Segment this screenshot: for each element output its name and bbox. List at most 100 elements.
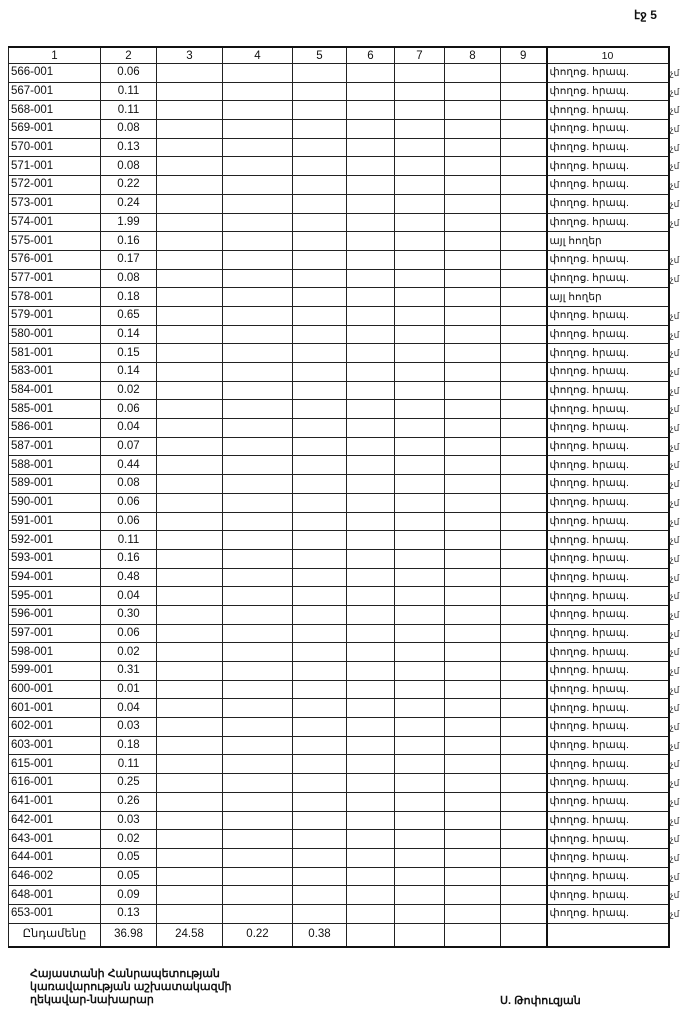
land-type: փողոց. հրապ. — [545, 642, 670, 662]
table-row: 641-001 0.26 փողոց. հրապ. — [8, 791, 670, 812]
margin-mark: չմ — [670, 254, 680, 265]
parcel-id: 581-001 — [8, 343, 101, 363]
empty-cell — [346, 474, 395, 494]
area-value: 0.05 — [100, 847, 157, 868]
empty-cell — [394, 903, 445, 924]
land-type: փողոց. հրապ. — [545, 661, 670, 681]
table-row: 587-001 0.07 փողոց. հրապ. — [8, 436, 670, 457]
empty-cell — [346, 100, 395, 121]
area-value: 0.02 — [100, 829, 157, 849]
empty-cell — [444, 791, 501, 812]
empty-cell — [346, 175, 395, 195]
margin-mark: չմ — [670, 759, 680, 770]
area-value: 0.09 — [100, 885, 157, 905]
parcel-id: 583-001 — [8, 362, 101, 382]
table-row: 602-001 0.03 փողոց. հրապ. — [8, 717, 670, 737]
land-type: փողոց. հրապ. — [545, 586, 670, 606]
area-value: 0.11 — [100, 81, 157, 102]
empty-cell — [292, 362, 347, 382]
empty-cell — [156, 492, 223, 513]
empty-cell — [156, 623, 223, 644]
footer-line: կառավարության աշխատակազմի — [30, 981, 232, 993]
total-value: 24.58 — [156, 922, 223, 948]
empty-cell — [346, 903, 395, 924]
land-type: փողոց. հրապ. — [545, 305, 670, 326]
land-type: փողոց. հրապ. — [545, 193, 670, 214]
empty-cell — [292, 698, 347, 719]
land-type: փողոց. հրապ. — [545, 436, 670, 457]
empty-cell — [394, 474, 445, 494]
land-type: փողոց. հրապ. — [545, 249, 670, 270]
empty-cell — [292, 399, 347, 420]
empty-cell — [500, 268, 547, 289]
empty-cell — [292, 661, 347, 681]
empty-cell — [394, 418, 445, 438]
empty-cell — [500, 791, 547, 812]
empty-cell — [394, 698, 445, 719]
area-value: 0.03 — [100, 717, 157, 737]
area-value: 0.02 — [100, 642, 157, 662]
empty-cell — [346, 586, 395, 606]
land-type: փողոց. հրապ. — [545, 885, 670, 905]
empty-cell — [222, 380, 293, 401]
empty-cell — [222, 829, 293, 849]
table-row: 575-001 0.16 այլ հողեր — [8, 231, 670, 251]
empty-cell — [156, 829, 223, 849]
land-type: փողոց. հրապ. — [545, 604, 670, 625]
area-value: 0.11 — [100, 530, 157, 550]
table-row: 568-001 0.11 փողոց. հրապ. — [8, 100, 670, 121]
empty-cell — [394, 511, 445, 532]
empty-cell — [346, 530, 395, 550]
land-type: փողոց. հրապ. — [545, 623, 670, 644]
empty-cell — [292, 810, 347, 831]
margin-mark: չմ — [670, 348, 680, 359]
table-row: 574-001 1.99 փողոց. հրապ. — [8, 212, 670, 233]
empty-cell — [444, 137, 501, 158]
table-row: 571-001 0.08 փողոց. հրապ. — [8, 156, 670, 177]
col-header: 5 — [292, 46, 347, 64]
empty-cell — [394, 175, 445, 195]
land-type: փողոց. հրապ. — [545, 511, 670, 532]
land-type: փողոց. հրապ. — [545, 380, 670, 401]
empty-cell — [346, 604, 395, 625]
signature-name: Ս. Թոփուզյան — [500, 995, 581, 1007]
empty-cell — [292, 866, 347, 887]
area-value: 0.06 — [100, 492, 157, 513]
empty-cell — [292, 324, 347, 345]
parcel-id: 600-001 — [8, 679, 101, 700]
col-header: 10 — [545, 46, 670, 64]
margin-mark: չմ — [670, 796, 680, 807]
table-row: 597-001 0.06 փողոց. հրապ. — [8, 623, 670, 644]
margin-mark: չմ — [670, 666, 680, 676]
table-row: 591-001 0.06 փողոց. հրապ. — [8, 511, 670, 532]
empty-cell — [292, 642, 347, 662]
table-row: 585-001 0.06 փողոց. հրապ. — [8, 399, 670, 420]
empty-cell — [394, 324, 445, 345]
area-value: 0.06 — [100, 623, 157, 644]
land-type: փողոց. հրապ. — [545, 399, 670, 420]
empty-cell — [444, 63, 501, 83]
parcel-id: 590-001 — [8, 492, 101, 513]
empty-cell — [500, 380, 547, 401]
empty-cell — [500, 156, 547, 177]
empty-cell — [444, 754, 501, 775]
empty-cell — [156, 137, 223, 158]
empty-cell — [292, 885, 347, 905]
area-value: 0.26 — [100, 791, 157, 812]
empty-cell — [500, 362, 547, 382]
empty-cell — [444, 511, 501, 532]
parcel-id: 595-001 — [8, 586, 101, 606]
empty-cell — [444, 268, 501, 289]
empty-cell — [394, 343, 445, 363]
empty-cell — [222, 305, 293, 326]
parcel-id: 570-001 — [8, 137, 101, 158]
empty-cell — [346, 847, 395, 868]
parcel-id: 593-001 — [8, 548, 101, 569]
empty-cell — [346, 399, 395, 420]
margin-mark: չմ — [670, 460, 680, 471]
empty-cell — [444, 324, 501, 345]
empty-cell — [292, 287, 347, 307]
footer-line: Հայաստանի Հանրապետության — [30, 968, 220, 980]
parcel-id: 646-002 — [8, 866, 101, 887]
table-row: 581-001 0.15 փողոց. հրապ. — [8, 343, 670, 363]
